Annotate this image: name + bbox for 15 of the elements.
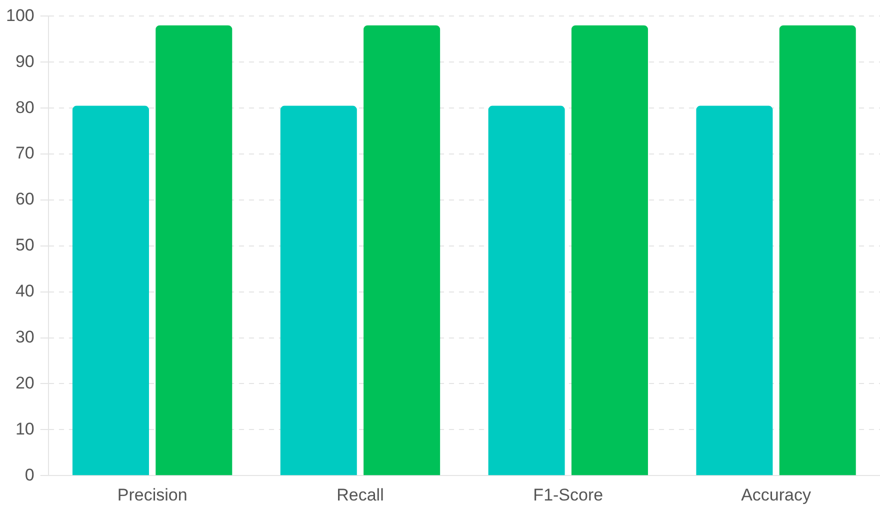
y-tick-label: 70 <box>15 144 34 163</box>
y-tick-label: 30 <box>15 327 34 346</box>
y-tick-label: 10 <box>15 419 34 438</box>
y-tick-label: 90 <box>15 52 34 71</box>
y-tick-label: 100 <box>6 6 34 25</box>
x-tick-label: Accuracy <box>741 485 812 504</box>
y-tick-label: 50 <box>15 236 34 255</box>
y-tick-label: 60 <box>15 190 34 209</box>
y-tick-label: 20 <box>15 373 34 392</box>
x-tick-label: Recall <box>336 485 384 504</box>
y-tick-label: 80 <box>15 98 34 117</box>
y-tick-label: 0 <box>24 465 34 484</box>
x-tick-label: F1-Score <box>533 485 604 504</box>
y-tick-label: 40 <box>15 282 34 301</box>
x-tick-label: Precision <box>117 485 188 504</box>
